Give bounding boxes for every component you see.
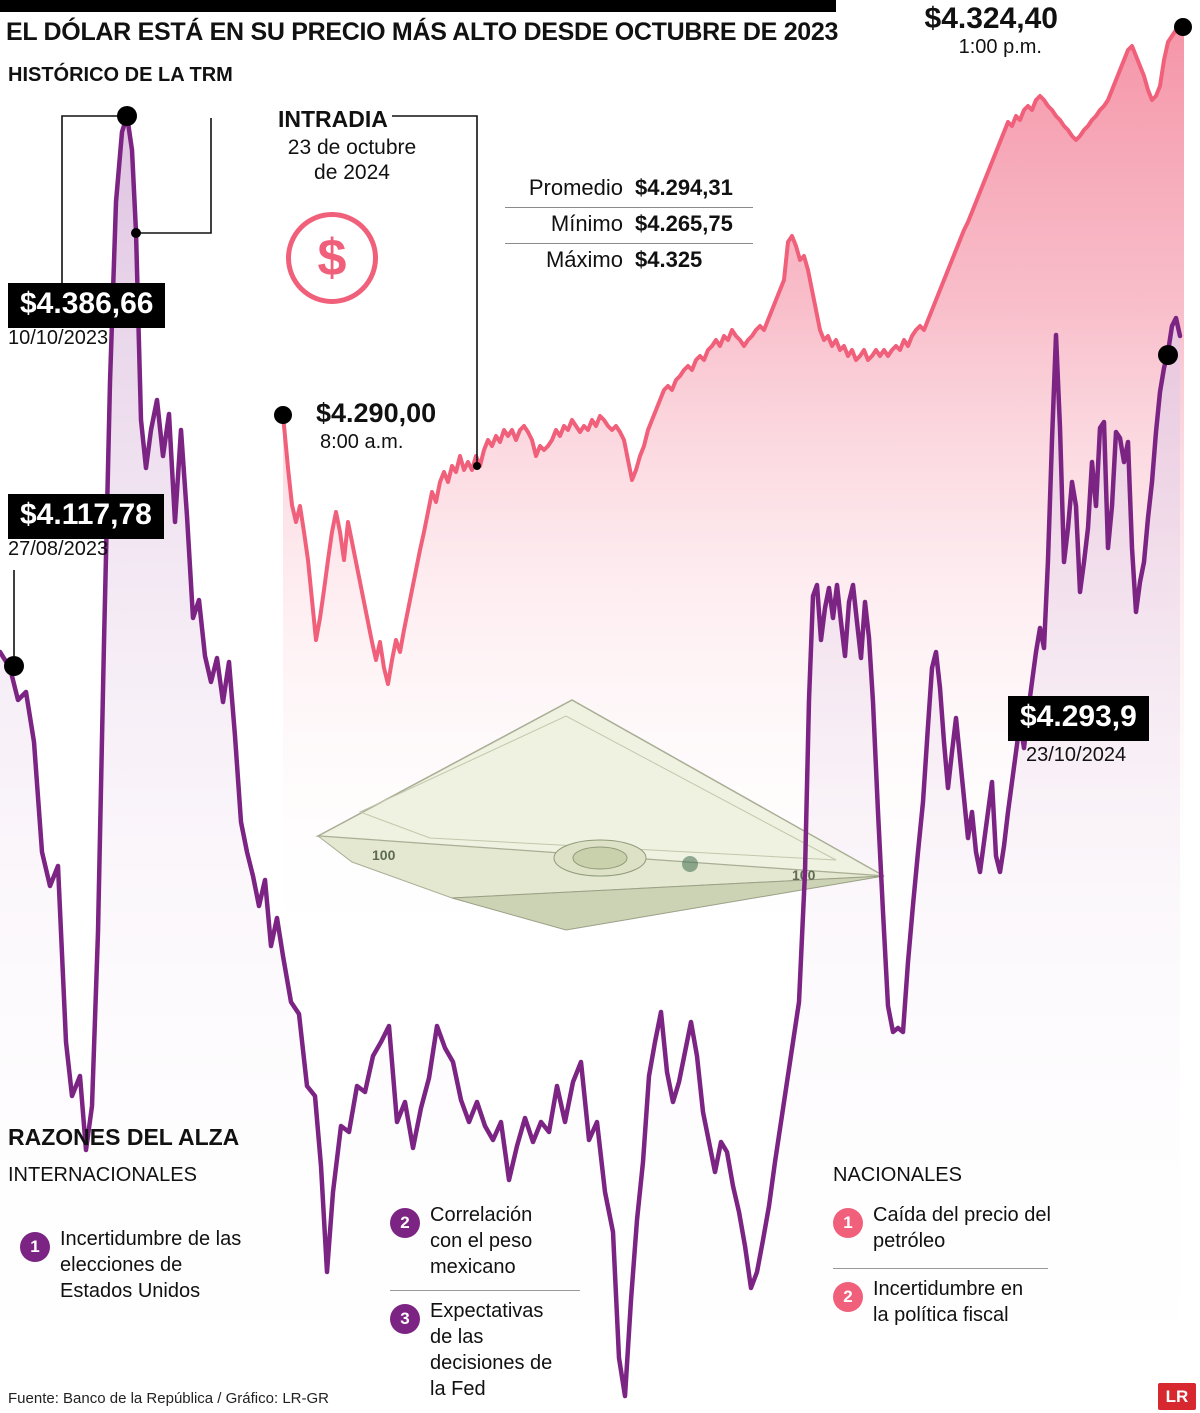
group-nacionales: NACIONALES — [833, 1164, 962, 1186]
plane-bottom-fold — [451, 875, 885, 931]
dollar-coin-icon: $ — [286, 212, 378, 304]
reason-text: Incertidumbre en la política fiscal — [873, 1278, 1024, 1326]
peak-secondary-dot — [131, 228, 141, 238]
page-title: EL DÓLAR ESTÁ EN SU PRECIO MÁS ALTO DESD… — [6, 18, 839, 46]
stat-value: $4.294,31 — [635, 175, 733, 200]
reasons-heading: RAZONES DEL ALZA — [8, 1124, 240, 1150]
intraday-open-value: $4.290,00 — [316, 398, 437, 428]
start-dot — [4, 656, 24, 676]
start-date: 27/08/2023 — [8, 538, 109, 560]
reason-text: Expectativas de las decisiones de la Fed — [430, 1300, 553, 1400]
end-value-badge: $4.293,9 — [1008, 696, 1149, 741]
intradia-date: 23 de octubre de 2024 — [264, 136, 440, 186]
lr-logo: LR — [1158, 1383, 1196, 1410]
title-rule — [0, 0, 836, 12]
reason-number-badge: 2 — [833, 1282, 863, 1312]
peak-dot — [117, 106, 137, 126]
plane-bill-border — [358, 715, 837, 861]
intraday-close-label: $4.324,40 1:00 p.m. — [878, 2, 1058, 59]
stat-row-maximo: Máximo $4.325 — [505, 243, 753, 279]
reason-separator — [390, 1290, 580, 1291]
end-date: 23/10/2024 — [1026, 744, 1127, 766]
stat-label: Máximo — [545, 247, 623, 272]
reason-separator — [833, 1268, 1048, 1269]
plane-100-left: 100 — [372, 847, 396, 863]
stat-row-minimo: Mínimo $4.265,75 — [505, 207, 753, 243]
intraday-close-dot — [1174, 18, 1192, 36]
trm-line — [0, 113, 1183, 1399]
end-dot — [1158, 345, 1178, 365]
reason-number-badge: 1 — [833, 1208, 863, 1238]
stat-label: Promedio — [528, 175, 623, 200]
chart-subtitle: HISTÓRICO DE LA TRM — [8, 64, 233, 86]
reason-number-badge: 3 — [390, 1304, 420, 1334]
source-credit: Fuente: Banco de la República / Gráfico:… — [8, 1390, 329, 1407]
dollar-paper-plane: 100 100 — [315, 699, 885, 931]
reason-number-badge: 2 — [390, 1208, 420, 1238]
plane-seal — [682, 856, 698, 872]
intraday-close-value: $4.324,40 — [924, 2, 1058, 35]
reason-text: Incertidumbre de las elecciones de Estad… — [60, 1228, 242, 1302]
start-value-badge: $4.117,78 — [8, 494, 164, 539]
stat-row-promedio: Promedio $4.294,31 — [505, 172, 753, 207]
peak-date: 10/10/2023 — [8, 327, 109, 349]
intraday-open-dot — [274, 406, 292, 424]
intradia-title: INTRADIA — [278, 106, 388, 132]
stat-value: $4.265,75 — [635, 211, 733, 236]
group-internacionales: INTERNACIONALES — [8, 1164, 197, 1186]
peak-connector-right — [138, 118, 212, 234]
intraday-line — [281, 24, 1186, 686]
intraday-close-time: 1:00 p.m. — [958, 36, 1042, 58]
stat-value: $4.325 — [635, 247, 703, 272]
trm-area-fill — [0, 116, 1180, 1413]
reason-number-badge: 1 — [20, 1232, 50, 1262]
intraday-stats: Promedio $4.294,31 Mínimo $4.265,75 Máxi… — [505, 172, 753, 279]
intraday-open-time: 8:00 a.m. — [320, 431, 404, 453]
intradia-connector — [392, 115, 478, 464]
peak-value-badge: $4.386,66 — [8, 283, 166, 328]
intradia-date-line1: 23 de octubre — [287, 136, 417, 159]
peak-connector-left — [61, 115, 125, 290]
reason-text: Correlación con el peso mexicano — [430, 1204, 533, 1278]
stat-label: Mínimo — [550, 211, 623, 236]
intradia-connector-dot — [473, 462, 481, 470]
dollar-symbol: $ — [317, 229, 347, 287]
reason-text: Caída del precio del petróleo — [873, 1204, 1051, 1252]
plane-portrait-inner — [572, 846, 628, 870]
intradia-date-line2: de 2024 — [314, 160, 390, 184]
